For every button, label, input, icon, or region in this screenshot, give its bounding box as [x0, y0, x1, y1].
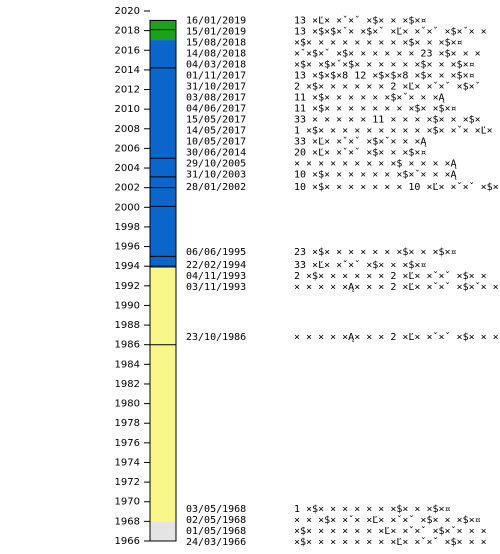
y-tick-label: 2010	[115, 104, 140, 115]
event-text: ×$× × × × × × × × ×$× × ×$×¤	[294, 37, 463, 48]
event-date: 14/08/2018	[186, 48, 246, 59]
event-text: 20 ×Ľ× ×ˇ×ˇ ×$× × ×$×¤	[294, 146, 426, 158]
event-date: 04/11/1993	[186, 271, 246, 282]
event-date: 03/05/1968	[186, 504, 246, 515]
event-text: 13 ×$×$×8 12 ×$×$×8 ×$× × ×$×¤	[294, 70, 475, 81]
event-text: 11 ×$× × × × × × × ×$× ×$×¤	[294, 103, 457, 114]
event-text: × × × × ×Ą× × × 2 ×Ľ× ×ˇ×ˇ ×$×ˇ× ×	[294, 281, 499, 293]
event-text: 10 ×$× × × × × × × 10 ×Ľ× ×ˇ×ˇ ×$×ˇ	[294, 181, 500, 193]
event-text: 13 ×Ľ× ×ˇ×ˇ ×$× × ×$×¤	[294, 14, 426, 26]
y-tick-label: 2018	[115, 26, 140, 37]
y-tick-label: 1996	[115, 242, 140, 253]
y-tick-label: 1966	[115, 536, 140, 547]
event-text: 23 ×$× × × × × × ×$× × ×$×¤	[294, 247, 457, 258]
y-tick-label: 1970	[115, 497, 140, 508]
event-date: 01/05/1968	[186, 526, 246, 537]
event-date: 01/11/2017	[186, 70, 246, 81]
period-segment	[150, 267, 176, 522]
y-tick-label: 1994	[115, 261, 140, 272]
y-tick-label: 1978	[115, 418, 140, 429]
y-tick-label: 1986	[115, 340, 140, 351]
bar-outline	[149, 19, 177, 542]
event-date: 04/06/2017	[186, 103, 246, 114]
event-text: 1 ×$× × × × × × × × × ×$× ×ˇ× ×Ľ×	[294, 124, 493, 136]
y-tick-label: 2014	[115, 65, 140, 76]
event-text: × × ×$× ×ˇ× ×Ľ× ×ˇ×ˇ ×$× × ×$×¤	[294, 514, 481, 526]
event-text: ×$× × × × × × ×Ľ× ×ˇ×ˇ ×$×ˇ× × ×	[294, 525, 487, 537]
event-text: 33 ×Ľ× ×ˇ×ˇ ×$×ˇ× × ×Ą	[294, 135, 427, 147]
y-tick-label: 1992	[115, 281, 140, 292]
period-segment	[150, 40, 176, 268]
event-text: 2 ×$× × × × × × 2 ×Ľ× ×ˇ×ˇ ×$× ×	[294, 270, 487, 282]
event-date: 04/03/2018	[186, 59, 246, 70]
event-date: 23/10/1986	[186, 332, 246, 343]
event-text: 2 ×$× × × × × × 2 ×Ľ× ×ˇ×ˇ ×$×ˇ	[294, 80, 481, 92]
event-text: ×ˇ×$×ˇ ×$× × × × × × 23 ×$× × ×	[294, 47, 481, 59]
y-tick-label: 1968	[115, 516, 140, 527]
y-tick-label: 2004	[115, 163, 140, 174]
y-tick-label: 2000	[115, 202, 140, 213]
event-date: 29/10/2005	[186, 158, 246, 169]
event-date: 14/05/2017	[186, 125, 246, 136]
event-date: 31/10/2017	[186, 81, 246, 92]
y-tick-label: 1988	[115, 320, 140, 331]
event-date: 15/08/2018	[186, 37, 246, 48]
y-tick-label: 1976	[115, 438, 140, 449]
event-text: ×$× ×$×ˇ×$× × × × × ×$× × ×$×¤	[294, 58, 475, 70]
y-tick-label: 1998	[115, 222, 140, 233]
event-date: 02/05/1968	[186, 515, 246, 526]
event-text: 33 ×Ľ× ×ˇ×ˇ ×$× × ×$×¤	[294, 259, 426, 271]
y-tick-label: 1980	[115, 399, 140, 410]
event-text: ×$× × × × × × × ×Ľ× ×ˇ×ˇ ×$× × ×	[294, 536, 487, 548]
y-tick-label: 1982	[115, 379, 140, 390]
y-tick-label: 1984	[115, 359, 140, 370]
event-text: 10 ×$× × × × × × ×$×ˇ× × ×Ą	[294, 168, 458, 180]
event-date: 22/02/1994	[186, 260, 246, 271]
event-date: 30/06/2014	[186, 147, 246, 158]
event-date: 03/11/1993	[186, 282, 246, 293]
event-text: 33 × × × × × 11 × × × ×$× × ×$×	[294, 114, 481, 125]
event-date: 10/05/2017	[186, 136, 246, 147]
period-segment	[150, 20, 176, 41]
event-date: 28/01/2002	[186, 182, 246, 193]
y-tick-label: 1990	[115, 300, 140, 311]
period-segment	[150, 521, 176, 541]
event-date: 15/05/2017	[186, 114, 246, 125]
event-date: 24/03/1966	[186, 537, 246, 548]
event-text: × × × × ×Ą× × × 2 ×Ľ× ×ˇ×ˇ ×$× × ×	[294, 331, 499, 343]
y-tick-label: 2020	[115, 6, 140, 17]
event-date: 15/01/2019	[186, 26, 246, 37]
y-tick-label: 1974	[115, 457, 140, 468]
event-date: 03/08/2017	[186, 92, 246, 103]
y-tick-label: 2006	[115, 143, 140, 154]
y-tick-label: 2008	[115, 124, 140, 135]
event-text: 13 ×$×$×ˇ× ×$×ˇ ×Ľ× ×ˇ×ˇ ×$×ˇ× ×	[294, 25, 487, 37]
event-date: 31/10/2003	[186, 169, 246, 180]
event-date: 06/06/1995	[186, 247, 246, 258]
event-text: 11 ×$× × × × × ×$×ˇ× × ×Ą	[294, 91, 445, 103]
y-tick-label: 2002	[115, 183, 140, 194]
event-text: 1 ×$× × × × × × ×$× × ×$×¤	[294, 504, 451, 515]
y-tick-label: 2016	[115, 45, 140, 56]
y-tick-label: 1972	[115, 477, 140, 488]
event-text: × × × × × × × × ×$ × × × ×Ą	[294, 158, 458, 169]
event-date: 16/01/2019	[186, 15, 246, 26]
y-tick-label: 2012	[115, 85, 140, 96]
